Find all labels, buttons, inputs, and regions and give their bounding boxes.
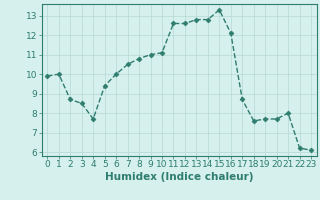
X-axis label: Humidex (Indice chaleur): Humidex (Indice chaleur): [105, 172, 253, 182]
